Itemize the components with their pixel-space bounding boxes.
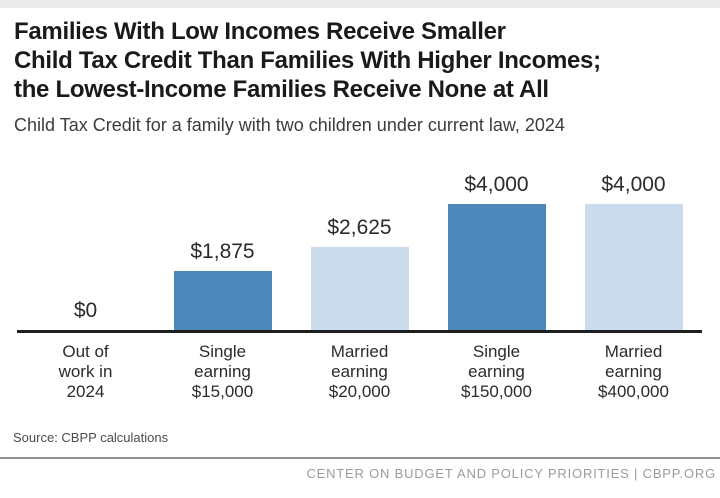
category-line: Single [198, 342, 247, 361]
bar-value-label: $1,875 [190, 240, 255, 263]
headline-line-1: Families With Low Incomes Receive Smalle… [14, 18, 506, 45]
bar-group-out-of-work: $0 [17, 162, 154, 330]
bar-value-label: $2,625 [327, 216, 392, 239]
category-line: earning [605, 362, 662, 381]
category-line: $150,000 [461, 382, 532, 401]
bar-value-label: $4,000 [464, 173, 529, 196]
category-line: $20,000 [328, 382, 391, 401]
source-note: Source: CBPP calculations [13, 430, 169, 445]
category-line: Married [330, 342, 389, 361]
bar [310, 247, 409, 330]
category-line: earning [468, 362, 525, 381]
category-line: 2024 [66, 382, 105, 401]
bar-value-label: $4,000 [601, 173, 666, 196]
bar-group-single-15000: $1,875 [154, 162, 291, 330]
category-line: Married [604, 342, 663, 361]
category-line: work in [58, 362, 113, 381]
bar-chart: $0 $1,875 $2,625 $4,000 $4,000 Out of wo… [17, 162, 702, 402]
category-label-single-150000: Single earning $150,000 [428, 342, 565, 402]
category-line: $400,000 [598, 382, 669, 401]
category-line: earning [194, 362, 251, 381]
bar [584, 204, 683, 330]
bar-value-label: $0 [73, 299, 98, 322]
category-axis: Out of work in 2024 Single earning $15,0… [17, 342, 702, 402]
bar [173, 271, 272, 330]
top-strip [0, 0, 720, 8]
category-label-out-of-work: Out of work in 2024 [17, 342, 154, 402]
bar [447, 204, 546, 330]
category-label-single-15000: Single earning $15,000 [154, 342, 291, 402]
bar-group-married-20000: $2,625 [291, 162, 428, 330]
footer-divider [0, 457, 720, 459]
category-line: Out of [62, 342, 109, 361]
plot-area: $0 $1,875 $2,625 $4,000 $4,000 [17, 162, 702, 330]
chart-subtitle: Child Tax Credit for a family with two c… [14, 115, 565, 135]
headline-line-3: the Lowest-Income Families Receive None … [14, 76, 549, 103]
category-label-married-400000: Married earning $400,000 [565, 342, 702, 402]
headline-line-2: Child Tax Credit Than Families With High… [14, 47, 601, 74]
bar-group-single-150000: $4,000 [428, 162, 565, 330]
x-axis-line [17, 330, 702, 333]
footer-org-credit: CENTER ON BUDGET AND POLICY PRIORITIES |… [306, 466, 716, 481]
category-line: $15,000 [191, 382, 254, 401]
bar-group-married-400000: $4,000 [565, 162, 702, 330]
category-line: Single [472, 342, 521, 361]
chart-headline: Families With Low Incomes Receive Smalle… [14, 17, 706, 104]
category-line: earning [331, 362, 388, 381]
category-label-married-20000: Married earning $20,000 [291, 342, 428, 402]
